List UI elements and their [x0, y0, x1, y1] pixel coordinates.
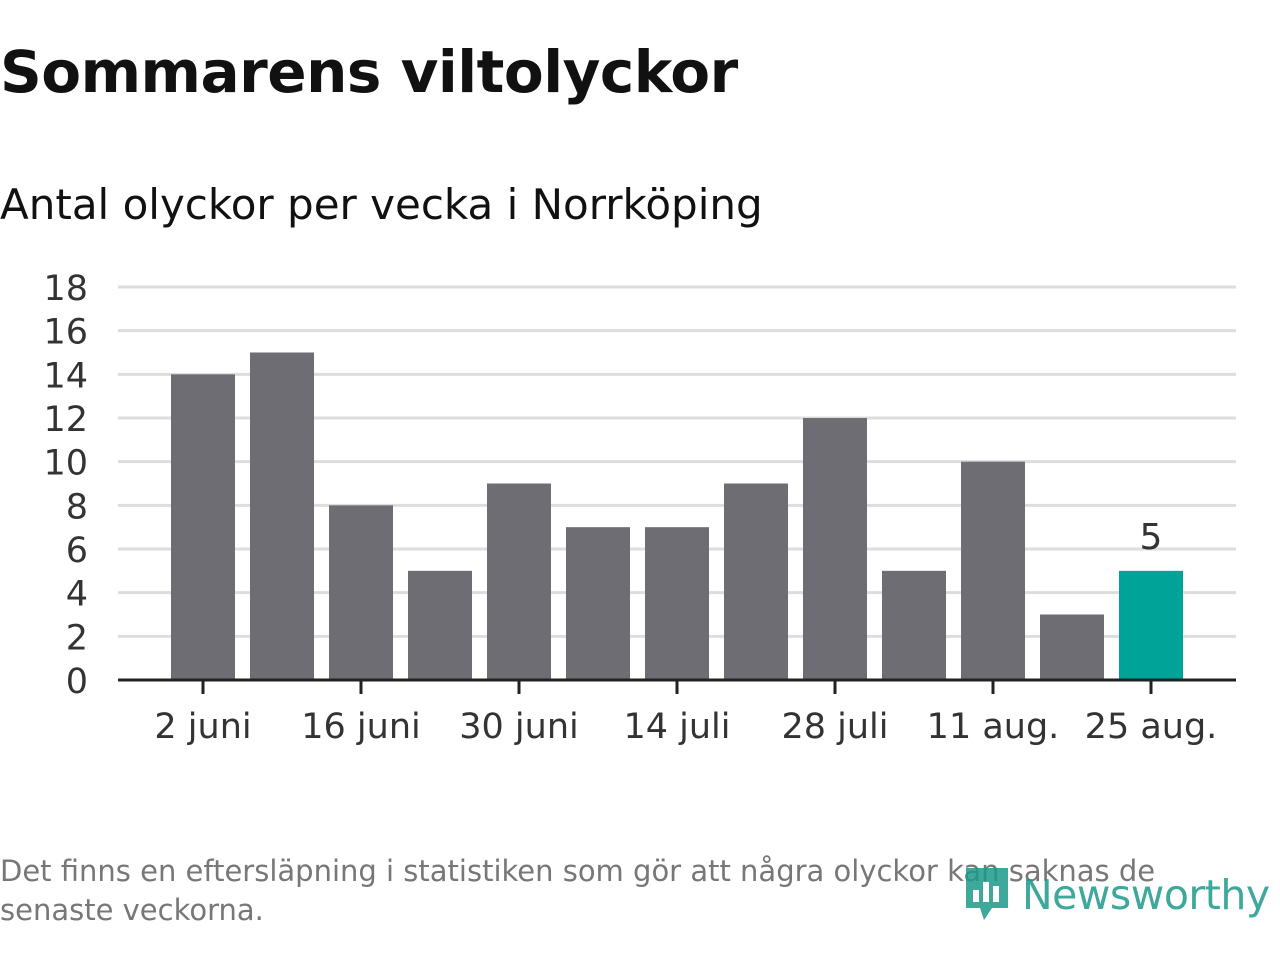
data-labels: 5	[1140, 517, 1163, 558]
bar	[566, 527, 630, 680]
bar	[961, 461, 1025, 680]
footnote: Det finns en eftersläpning i statistiken…	[0, 854, 1156, 927]
y-tick-label: 0	[66, 662, 88, 702]
y-tick-label: 14	[43, 356, 88, 396]
bar	[171, 374, 235, 680]
y-tick-label: 6	[66, 531, 88, 571]
y-tick-label: 2	[66, 618, 88, 658]
x-tick-label: 2 juni	[154, 707, 251, 747]
y-tick-label: 18	[43, 269, 88, 309]
bar	[882, 570, 946, 680]
bar-highlighted	[1119, 570, 1183, 680]
newsworthy-logo-icon	[966, 868, 1008, 920]
bar	[408, 570, 472, 680]
brand-name: Newsworthy	[1022, 871, 1270, 919]
bar	[329, 505, 393, 680]
y-tick-label: 16	[43, 313, 88, 353]
data-label: 5	[1140, 517, 1163, 558]
bar	[487, 483, 551, 680]
bars	[171, 352, 1183, 680]
x-axis-ticks: 2 juni 16 juni 30 juni 14 juli 28 juli 11 aug…	[154, 680, 1217, 747]
chart-title: Sommarens viltolyckor	[0, 38, 738, 106]
bar	[250, 352, 314, 680]
y-tick-label: 10	[43, 444, 88, 484]
x-tick-label: 25 aug.	[1085, 707, 1218, 747]
x-tick-label: 30 juni	[459, 707, 578, 747]
bar	[724, 483, 788, 680]
y-tick-label: 8	[66, 487, 88, 527]
chart-subtitle: Antal olyckor per vecka i Norrköping	[0, 180, 763, 229]
bar	[803, 418, 867, 680]
bar	[1040, 614, 1104, 680]
y-tick-label: 12	[43, 400, 88, 440]
x-tick-label: 14 juli	[623, 707, 730, 747]
bar	[645, 527, 709, 680]
y-tick-label: 4	[66, 575, 88, 615]
x-tick-label: 11 aug.	[927, 707, 1060, 747]
x-tick-label: 16 juni	[301, 707, 420, 747]
x-tick-label: 28 juli	[781, 707, 888, 747]
brand-logo: Newsworthy	[962, 862, 1274, 928]
